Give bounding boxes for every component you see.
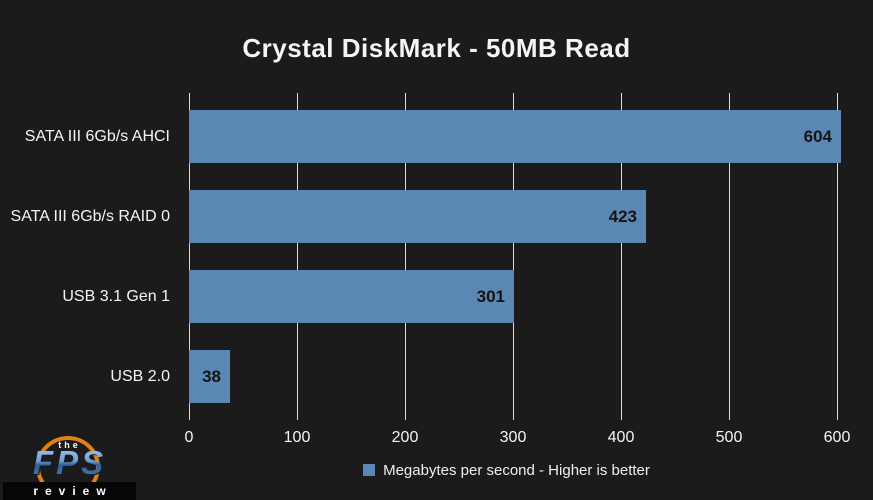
category-label: SATA III 6Gb/s AHCI bbox=[24, 127, 170, 145]
x-tick-label-600: 600 bbox=[823, 429, 851, 446]
legend-swatch-icon bbox=[363, 464, 376, 476]
bar-value-label: 38 bbox=[202, 366, 221, 386]
legend-label: Megabytes per second - Higher is better bbox=[383, 461, 650, 479]
category-label: USB 3.1 Gen 1 bbox=[62, 287, 170, 305]
gridline-x-200 bbox=[405, 93, 406, 420]
logo-word-the: the bbox=[3, 440, 136, 450]
plot-area: 604 423 301 38 bbox=[189, 93, 851, 420]
category-label: SATA III 6Gb/s RAID 0 bbox=[10, 207, 170, 225]
category-label: USB 2.0 bbox=[110, 367, 170, 385]
x-tick-label-300: 300 bbox=[499, 429, 527, 446]
bar-value-label: 301 bbox=[476, 286, 505, 306]
bar-sata-iii-6gb-s-raid-0: 423 bbox=[189, 190, 646, 243]
x-tick-label-400: 400 bbox=[607, 429, 635, 446]
x-tick-label-500: 500 bbox=[715, 429, 743, 446]
logo-word-review: review bbox=[3, 482, 136, 500]
x-tick-label-0: 0 bbox=[184, 429, 194, 446]
bar-sata-iii-6gb-s-ahci: 604 bbox=[189, 110, 841, 163]
x-tick-label-100: 100 bbox=[283, 429, 311, 446]
bar-usb-2-0: 38 bbox=[189, 350, 230, 403]
gridline-x-0 bbox=[189, 93, 190, 420]
chart-title: Crystal DiskMark - 50MB Read bbox=[242, 33, 631, 63]
gridline-x-300 bbox=[513, 93, 514, 420]
gridline-x-500 bbox=[729, 93, 730, 420]
bar-value-label: 423 bbox=[608, 206, 637, 226]
logo-word-fps: FPS bbox=[3, 444, 136, 482]
bar-value-label: 604 bbox=[803, 126, 832, 146]
gridline-x-100 bbox=[297, 93, 298, 420]
bar-usb-3-1-gen-1: 301 bbox=[189, 270, 514, 323]
gridline-x-600 bbox=[837, 93, 838, 420]
fps-review-logo: the FPS review bbox=[3, 436, 136, 500]
x-tick-label-200: 200 bbox=[391, 429, 419, 446]
gridline-x-400 bbox=[621, 93, 622, 420]
legend: Megabytes per second - Higher is better bbox=[140, 459, 873, 481]
